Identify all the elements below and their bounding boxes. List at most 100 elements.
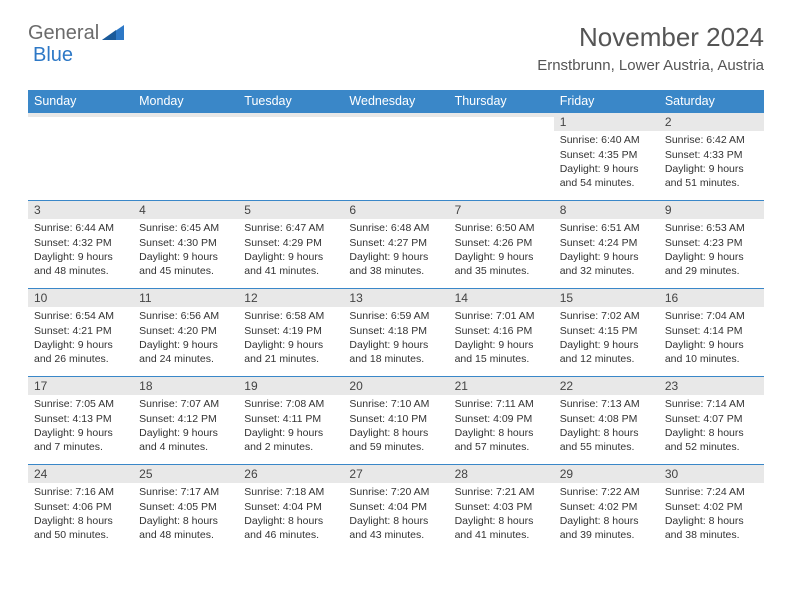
calendar-cell: 17Sunrise: 7:05 AMSunset: 4:13 PMDayligh… [28,376,133,464]
day-details: Sunrise: 7:18 AMSunset: 4:04 PMDaylight:… [238,483,343,546]
calendar-cell: 3Sunrise: 6:44 AMSunset: 4:32 PMDaylight… [28,200,133,288]
calendar-cell: 9Sunrise: 6:53 AMSunset: 4:23 PMDaylight… [659,200,764,288]
weekday-fri: Friday [554,90,659,112]
day-number: 23 [659,377,764,395]
calendar-cell: 29Sunrise: 7:22 AMSunset: 4:02 PMDayligh… [554,464,659,552]
day-number: 22 [554,377,659,395]
day-number [28,113,133,117]
day-number: 27 [343,465,448,483]
day-number: 30 [659,465,764,483]
calendar-row: 10Sunrise: 6:54 AMSunset: 4:21 PMDayligh… [28,288,764,376]
day-number: 29 [554,465,659,483]
day-number: 24 [28,465,133,483]
calendar-row: 17Sunrise: 7:05 AMSunset: 4:13 PMDayligh… [28,376,764,464]
calendar-cell: 5Sunrise: 6:47 AMSunset: 4:29 PMDaylight… [238,200,343,288]
calendar-cell: 1Sunrise: 6:40 AMSunset: 4:35 PMDaylight… [554,112,659,200]
day-number: 26 [238,465,343,483]
day-details: Sunrise: 7:20 AMSunset: 4:04 PMDaylight:… [343,483,448,546]
day-number: 9 [659,201,764,219]
day-details: Sunrise: 7:05 AMSunset: 4:13 PMDaylight:… [28,395,133,458]
day-number: 1 [554,113,659,131]
calendar-body: 1Sunrise: 6:40 AMSunset: 4:35 PMDaylight… [28,112,764,552]
day-details: Sunrise: 6:44 AMSunset: 4:32 PMDaylight:… [28,219,133,282]
day-number: 25 [133,465,238,483]
weekday-wed: Wednesday [343,90,448,112]
day-details: Sunrise: 7:08 AMSunset: 4:11 PMDaylight:… [238,395,343,458]
day-number: 8 [554,201,659,219]
day-number: 10 [28,289,133,307]
day-details: Sunrise: 7:16 AMSunset: 4:06 PMDaylight:… [28,483,133,546]
day-details: Sunrise: 6:42 AMSunset: 4:33 PMDaylight:… [659,131,764,194]
calendar-cell: 27Sunrise: 7:20 AMSunset: 4:04 PMDayligh… [343,464,448,552]
day-number: 21 [449,377,554,395]
day-number: 6 [343,201,448,219]
day-number [343,113,448,117]
day-details: Sunrise: 6:47 AMSunset: 4:29 PMDaylight:… [238,219,343,282]
calendar-cell [449,112,554,200]
calendar-cell: 12Sunrise: 6:58 AMSunset: 4:19 PMDayligh… [238,288,343,376]
calendar-cell [343,112,448,200]
calendar-page: General November 2024 Ernstbrunn, Lower … [0,0,792,552]
day-details: Sunrise: 7:22 AMSunset: 4:02 PMDaylight:… [554,483,659,546]
day-details: Sunrise: 7:04 AMSunset: 4:14 PMDaylight:… [659,307,764,370]
calendar-cell: 14Sunrise: 7:01 AMSunset: 4:16 PMDayligh… [449,288,554,376]
day-details: Sunrise: 6:45 AMSunset: 4:30 PMDaylight:… [133,219,238,282]
weekday-mon: Monday [133,90,238,112]
calendar-cell: 22Sunrise: 7:13 AMSunset: 4:08 PMDayligh… [554,376,659,464]
calendar-cell: 24Sunrise: 7:16 AMSunset: 4:06 PMDayligh… [28,464,133,552]
day-details: Sunrise: 7:10 AMSunset: 4:10 PMDaylight:… [343,395,448,458]
calendar-cell: 16Sunrise: 7:04 AMSunset: 4:14 PMDayligh… [659,288,764,376]
calendar-cell: 13Sunrise: 6:59 AMSunset: 4:18 PMDayligh… [343,288,448,376]
day-number [133,113,238,117]
logo-triangle-icon [102,25,124,43]
day-number: 15 [554,289,659,307]
day-number: 19 [238,377,343,395]
title-block: November 2024 Ernstbrunn, Lower Austria,… [537,22,764,74]
calendar-cell: 18Sunrise: 7:07 AMSunset: 4:12 PMDayligh… [133,376,238,464]
weekday-sat: Saturday [659,90,764,112]
day-number: 18 [133,377,238,395]
calendar-cell: 4Sunrise: 6:45 AMSunset: 4:30 PMDaylight… [133,200,238,288]
calendar-cell: 10Sunrise: 6:54 AMSunset: 4:21 PMDayligh… [28,288,133,376]
calendar-cell: 8Sunrise: 6:51 AMSunset: 4:24 PMDaylight… [554,200,659,288]
day-details: Sunrise: 6:56 AMSunset: 4:20 PMDaylight:… [133,307,238,370]
day-number: 13 [343,289,448,307]
day-details: Sunrise: 7:17 AMSunset: 4:05 PMDaylight:… [133,483,238,546]
header: General November 2024 Ernstbrunn, Lower … [28,22,764,74]
day-details: Sunrise: 6:48 AMSunset: 4:27 PMDaylight:… [343,219,448,282]
calendar-cell: 15Sunrise: 7:02 AMSunset: 4:15 PMDayligh… [554,288,659,376]
weekday-sun: Sunday [28,90,133,112]
day-details: Sunrise: 7:14 AMSunset: 4:07 PMDaylight:… [659,395,764,458]
day-number: 5 [238,201,343,219]
day-details: Sunrise: 7:11 AMSunset: 4:09 PMDaylight:… [449,395,554,458]
month-title: November 2024 [537,22,764,53]
day-number: 16 [659,289,764,307]
calendar-row: 24Sunrise: 7:16 AMSunset: 4:06 PMDayligh… [28,464,764,552]
logo: General [28,22,124,45]
day-number: 4 [133,201,238,219]
calendar-cell [238,112,343,200]
day-details: Sunrise: 7:02 AMSunset: 4:15 PMDaylight:… [554,307,659,370]
logo-text-general: General [28,22,99,45]
day-details: Sunrise: 6:58 AMSunset: 4:19 PMDaylight:… [238,307,343,370]
day-number: 14 [449,289,554,307]
weekday-tue: Tuesday [238,90,343,112]
calendar-cell: 26Sunrise: 7:18 AMSunset: 4:04 PMDayligh… [238,464,343,552]
logo-text-blue: Blue [33,44,73,67]
day-details: Sunrise: 6:59 AMSunset: 4:18 PMDaylight:… [343,307,448,370]
day-number: 17 [28,377,133,395]
day-details: Sunrise: 7:24 AMSunset: 4:02 PMDaylight:… [659,483,764,546]
day-number: 20 [343,377,448,395]
day-details: Sunrise: 6:54 AMSunset: 4:21 PMDaylight:… [28,307,133,370]
weekday-thu: Thursday [449,90,554,112]
calendar-cell [133,112,238,200]
day-details: Sunrise: 7:07 AMSunset: 4:12 PMDaylight:… [133,395,238,458]
day-details: Sunrise: 6:53 AMSunset: 4:23 PMDaylight:… [659,219,764,282]
day-details: Sunrise: 7:13 AMSunset: 4:08 PMDaylight:… [554,395,659,458]
calendar-cell: 7Sunrise: 6:50 AMSunset: 4:26 PMDaylight… [449,200,554,288]
location-text: Ernstbrunn, Lower Austria, Austria [537,57,764,74]
calendar-cell: 30Sunrise: 7:24 AMSunset: 4:02 PMDayligh… [659,464,764,552]
calendar-cell: 28Sunrise: 7:21 AMSunset: 4:03 PMDayligh… [449,464,554,552]
calendar-table: Sunday Monday Tuesday Wednesday Thursday… [28,90,764,552]
day-number: 3 [28,201,133,219]
